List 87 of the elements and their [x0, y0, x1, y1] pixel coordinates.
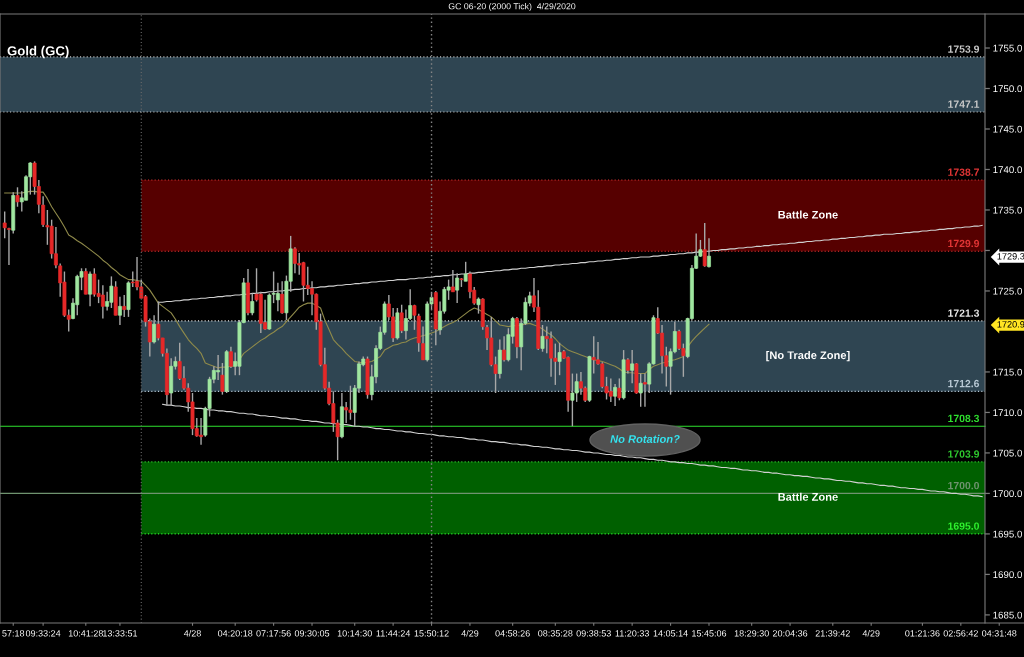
x-tick-label: 04:58:26 — [495, 630, 530, 637]
candlestick — [199, 417, 203, 446]
candlestick — [7, 227, 11, 266]
text: Gold (GC) — [7, 45, 69, 59]
x-tick-label: 02:56:42 — [943, 630, 978, 637]
candlestick — [15, 186, 20, 208]
candlestick — [404, 308, 408, 341]
x-tick-label: 14:05:14 — [653, 630, 688, 637]
x-tick-label: 11:20:33 — [615, 630, 649, 637]
x-tick-label: 10:41:28 — [68, 630, 103, 637]
x-tick-label: 04:20:18 — [217, 630, 253, 637]
y-tick-label: 1685.0 — [993, 611, 1022, 619]
candlestick — [455, 272, 460, 304]
y-tick-label: 1750.0 — [993, 85, 1022, 93]
x-tick-label: 09:30:05 — [294, 630, 330, 637]
candlestick — [118, 295, 122, 326]
ref-line-label: 1721.3 — [948, 309, 980, 317]
candlestick — [540, 324, 545, 353]
x-tick-label: 20:04:36 — [772, 630, 808, 637]
candlestick — [275, 282, 280, 312]
y-tick-label: 1695.0 — [993, 530, 1022, 538]
x-tick-label: 15:45:06 — [692, 630, 727, 637]
x-tick-label: 4/29 — [461, 629, 479, 637]
y-tick-label: 1690.0 — [993, 571, 1022, 579]
y-tick-label: 1740.0 — [993, 166, 1022, 174]
candlestick — [152, 314, 157, 345]
x-tick-label: 4/28 — [183, 629, 201, 637]
y-tick-label: 1720.9 — [997, 321, 1024, 328]
ref-line-label: 1747.1 — [948, 100, 980, 108]
candlestick — [88, 270, 92, 308]
ref-line-label: 1708.3 — [948, 414, 980, 423]
ref-line-label: 1753.9 — [948, 45, 980, 53]
ref-line-label: 1712.6 — [948, 379, 980, 388]
y-tick-label: 1715.0 — [993, 368, 1022, 376]
y-tick-label: 1729.3 — [997, 253, 1024, 260]
ref-line-label: 1729.9 — [948, 239, 980, 248]
candlestick — [122, 294, 127, 318]
candlestick — [344, 401, 349, 424]
annotation: No Rotation? — [610, 434, 680, 443]
y-tick-label: 1755.0 — [993, 44, 1022, 52]
ref-line-label: 1695.0 — [948, 522, 980, 530]
candlestick — [608, 377, 613, 403]
candlestick — [702, 222, 707, 268]
candlestick — [630, 349, 635, 384]
ref-line-label: 1738.7 — [948, 168, 979, 176]
ref-line-label: 1700.0 — [948, 481, 980, 490]
y-tick-label: 1745.0 — [993, 125, 1022, 133]
x-tick-label: 08:35:28 — [538, 630, 573, 637]
candlestick — [100, 284, 105, 320]
x-tick-label: 4/29 — [862, 629, 880, 637]
y-tick-label: 1735.0 — [993, 206, 1022, 214]
chart-title: GC 06-20 (2000 Tick) 4/29/2020 — [448, 2, 576, 12]
line-series — [157, 224, 983, 303]
x-tick-label: 07:17:56 — [256, 630, 291, 637]
candlestick — [643, 372, 647, 408]
candlestick — [502, 335, 507, 363]
candlestick — [638, 372, 643, 408]
candlestick — [591, 335, 596, 375]
candlestick — [348, 385, 353, 421]
candlestick — [250, 292, 255, 316]
x-tick-label: 04:31:48 — [982, 630, 1017, 637]
candlestick — [707, 237, 711, 269]
y-tick-label: 1725.0 — [993, 287, 1022, 295]
ref-line-label: 1703.9 — [948, 450, 980, 458]
candlestick — [549, 330, 553, 378]
x-tick-label: 01:21:36 — [905, 630, 940, 637]
candlestick — [2, 210, 7, 240]
y-tick-label: 1710.0 — [993, 409, 1022, 417]
x-tick-label: 10:14:30 — [337, 630, 372, 637]
x-tick-label: 18:29:30 — [734, 630, 769, 637]
x-tick-label: 11:44:24 — [376, 630, 411, 637]
x-tick-label: 21:39:42 — [815, 630, 850, 637]
candlestick — [570, 372, 575, 427]
x-tick-label: 15:50:12 — [414, 630, 449, 637]
x-tick-label: 13:33:51 — [103, 630, 138, 637]
x-tick-label: 09:38:53 — [576, 630, 611, 637]
candlestick — [216, 354, 221, 381]
y-tick-label: 1700.0 — [993, 490, 1022, 498]
candlestick — [497, 338, 502, 380]
x-tick-label: 57:18 — [2, 630, 25, 637]
candlestick — [109, 275, 114, 309]
candlestick — [280, 280, 285, 315]
band-label: [No Trade Zone] — [766, 350, 850, 362]
band-label: Battle Zone — [778, 210, 838, 219]
band-label: Battle Zone — [778, 492, 838, 501]
y-tick-label: 1705.0 — [993, 449, 1022, 457]
x-tick-label: 09:33:24 — [25, 630, 61, 637]
